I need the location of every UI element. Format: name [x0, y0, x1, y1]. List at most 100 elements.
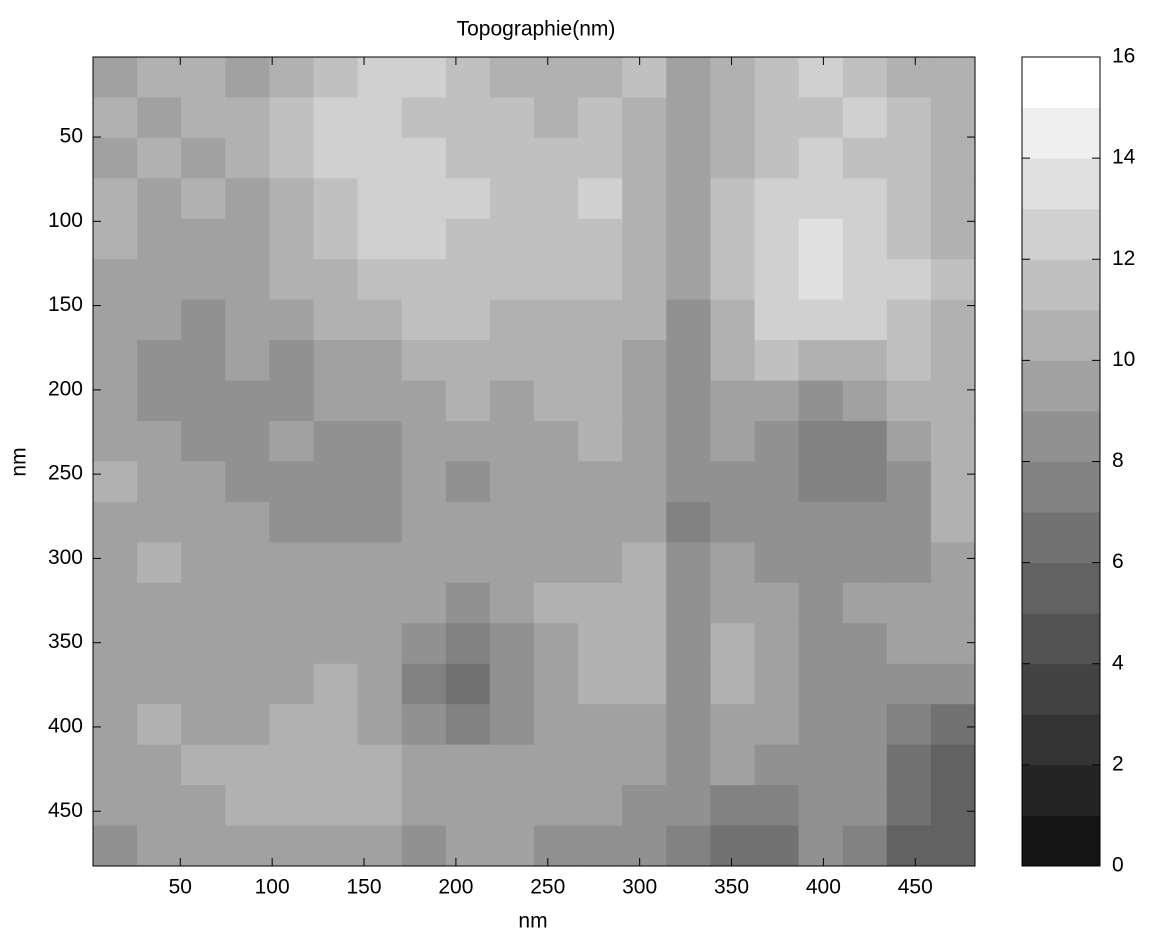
y-tick-label: 50: [60, 125, 83, 148]
heatmap-cell: [798, 501, 844, 543]
colorbar-tick-label: 6: [1112, 550, 1124, 573]
heatmap-cell: [93, 97, 138, 139]
heatmap-cell: [357, 57, 403, 98]
colorbar-band: [1022, 208, 1100, 260]
heatmap-cell: [181, 178, 226, 220]
heatmap-cell: [930, 582, 976, 624]
heatmap-cell: [798, 97, 844, 139]
colorbar-band: [1022, 815, 1100, 867]
heatmap-cell: [401, 501, 447, 543]
heatmap-cell: [622, 218, 667, 260]
heatmap-cell: [886, 542, 932, 584]
heatmap-cell: [886, 421, 932, 462]
heatmap-cell: [137, 299, 182, 341]
heatmap-cell: [930, 663, 976, 705]
heatmap-cell: [622, 663, 667, 705]
heatmap-cell: [622, 704, 667, 746]
heatmap-cell: [445, 299, 491, 341]
heatmap-cell: [225, 137, 270, 179]
heatmap-cell: [445, 97, 491, 139]
heatmap-cell: [666, 501, 711, 543]
heatmap-cell: [798, 663, 844, 705]
heatmap-cell: [842, 380, 888, 422]
colorbar-band: [1022, 107, 1100, 159]
x-tick-label: 350: [714, 876, 749, 899]
y-tick-label: 350: [48, 630, 83, 653]
heatmap-cell: [93, 582, 138, 624]
x-tick-label: 150: [347, 876, 382, 899]
heatmap-cell: [710, 825, 755, 867]
colorbar-band: [1022, 158, 1100, 210]
heatmap-cell: [93, 178, 138, 220]
heatmap-cell: [225, 623, 270, 665]
heatmap-cell: [269, 825, 314, 867]
heatmap-cell: [445, 380, 491, 422]
heatmap-cell: [534, 57, 579, 98]
heatmap-cell: [534, 542, 579, 584]
heatmap-cell: [710, 785, 755, 827]
plot-frame: [92, 56, 976, 867]
heatmap-cell: [137, 97, 182, 139]
heatmap-cell: [578, 744, 623, 786]
heatmap-cell: [401, 785, 447, 827]
heatmap-cell: [622, 57, 667, 98]
heatmap-cell: [137, 137, 182, 179]
heatmap-cell: [930, 744, 976, 786]
heatmap-cell: [842, 663, 888, 705]
heatmap-cell: [578, 582, 623, 624]
heatmap-cell: [269, 704, 314, 746]
heatmap-cell: [798, 340, 844, 382]
heatmap-cell: [489, 178, 535, 220]
heatmap-cell: [798, 582, 844, 624]
heatmap-cell: [842, 259, 888, 301]
x-tick-label: 200: [438, 876, 473, 899]
heatmap-cell: [313, 340, 359, 382]
heatmap-cell: [313, 663, 359, 705]
colorbar-band: [1022, 714, 1100, 766]
heatmap-cell: [578, 218, 623, 260]
heatmap-cell: [666, 542, 711, 584]
heatmap-cell: [489, 501, 535, 543]
heatmap-cell: [93, 744, 138, 786]
heatmap-cell: [225, 663, 270, 705]
heatmap-cell: [357, 825, 403, 867]
heatmap-cell: [489, 785, 535, 827]
colorbar-band: [1022, 764, 1100, 816]
heatmap-cell: [666, 259, 711, 301]
heatmap-cell: [313, 582, 359, 624]
heatmap-cell: [798, 57, 844, 98]
heatmap-cell: [93, 501, 138, 543]
heatmap-cell: [754, 623, 800, 665]
heatmap-cell: [930, 542, 976, 584]
heatmap-cell: [798, 178, 844, 220]
heatmap-cell: [930, 137, 976, 179]
heatmap-cell: [269, 785, 314, 827]
heatmap-cell: [445, 57, 491, 98]
heatmap-cell: [754, 582, 800, 624]
heatmap-cell: [225, 218, 270, 260]
heatmap-cell: [798, 785, 844, 827]
heatmap-cell: [710, 380, 755, 422]
heatmap-cell: [269, 461, 314, 503]
heatmap-cell: [445, 582, 491, 624]
heatmap-cell: [578, 299, 623, 341]
heatmap-cell: [181, 704, 226, 746]
y-tick-label: 300: [48, 546, 83, 569]
heatmap-cell: [137, 380, 182, 422]
heatmap-cell: [798, 259, 844, 301]
heatmap-cell: [181, 421, 226, 462]
heatmap-cell: [754, 785, 800, 827]
heatmap-cell: [181, 218, 226, 260]
heatmap-cell: [930, 623, 976, 665]
colorbar-band: [1022, 613, 1100, 665]
heatmap-cell: [534, 380, 579, 422]
heatmap-cell: [534, 704, 579, 746]
heatmap-cell: [269, 663, 314, 705]
heatmap-cell: [489, 340, 535, 382]
heatmap-cell: [357, 218, 403, 260]
heatmap-cell: [445, 825, 491, 867]
heatmap-cell: [886, 299, 932, 341]
heatmap-cell: [181, 825, 226, 867]
heatmap-cell: [357, 704, 403, 746]
heatmap-cell: [357, 542, 403, 584]
